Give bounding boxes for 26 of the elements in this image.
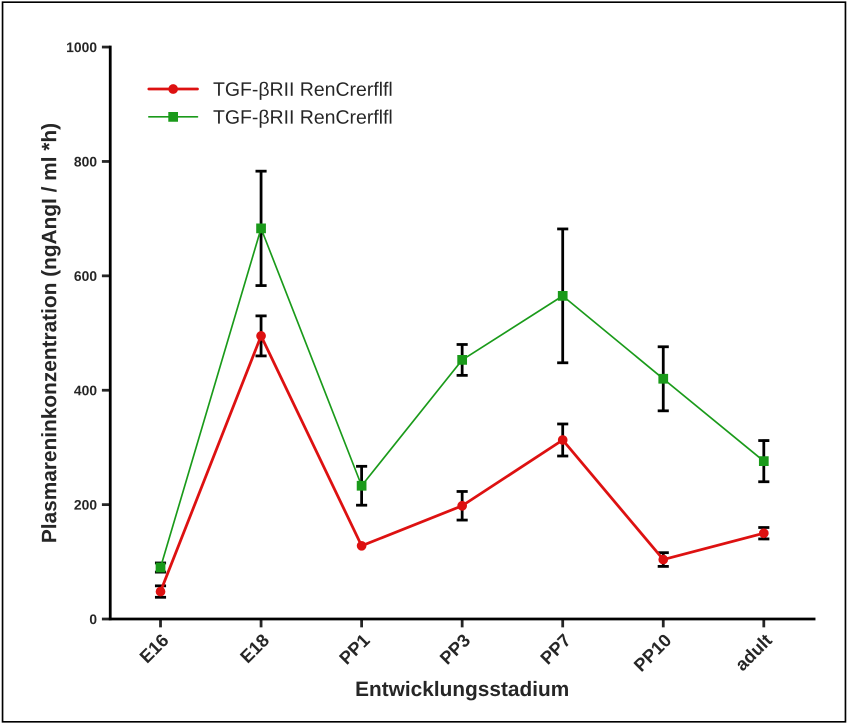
point — [156, 586, 166, 596]
point — [356, 480, 366, 491]
x-tick-label: PP1 — [338, 633, 371, 665]
y-tick-label: 1000 — [67, 42, 96, 52]
y-tick-label: 0 — [90, 614, 96, 624]
y-tick-label: 200 — [74, 500, 96, 510]
y-tick-label: 600 — [74, 271, 96, 282]
y-tick-label: 400 — [74, 386, 96, 396]
x-tick-label: E16 — [138, 633, 170, 664]
point — [758, 456, 769, 466]
x-axis-title: Entwicklungsstadium — [356, 680, 568, 700]
y-tick-label: 800 — [74, 156, 96, 167]
point — [356, 540, 366, 551]
x-tick-label: E18 — [240, 632, 270, 664]
point — [558, 435, 568, 445]
point — [256, 331, 266, 341]
point — [457, 500, 468, 511]
point — [558, 291, 568, 301]
x-tick-label: PP3 — [439, 633, 472, 665]
point — [658, 374, 668, 384]
legend-label: TGF-βRII RenCrerflfl — [213, 82, 392, 100]
point — [256, 224, 266, 234]
legend-label: TGF-βRII RenCrerflfl — [213, 110, 392, 128]
point — [658, 554, 668, 564]
y-axis-title: Plasmareninkonzentration (ngAngI / ml *h) — [41, 124, 61, 542]
point — [457, 355, 468, 365]
